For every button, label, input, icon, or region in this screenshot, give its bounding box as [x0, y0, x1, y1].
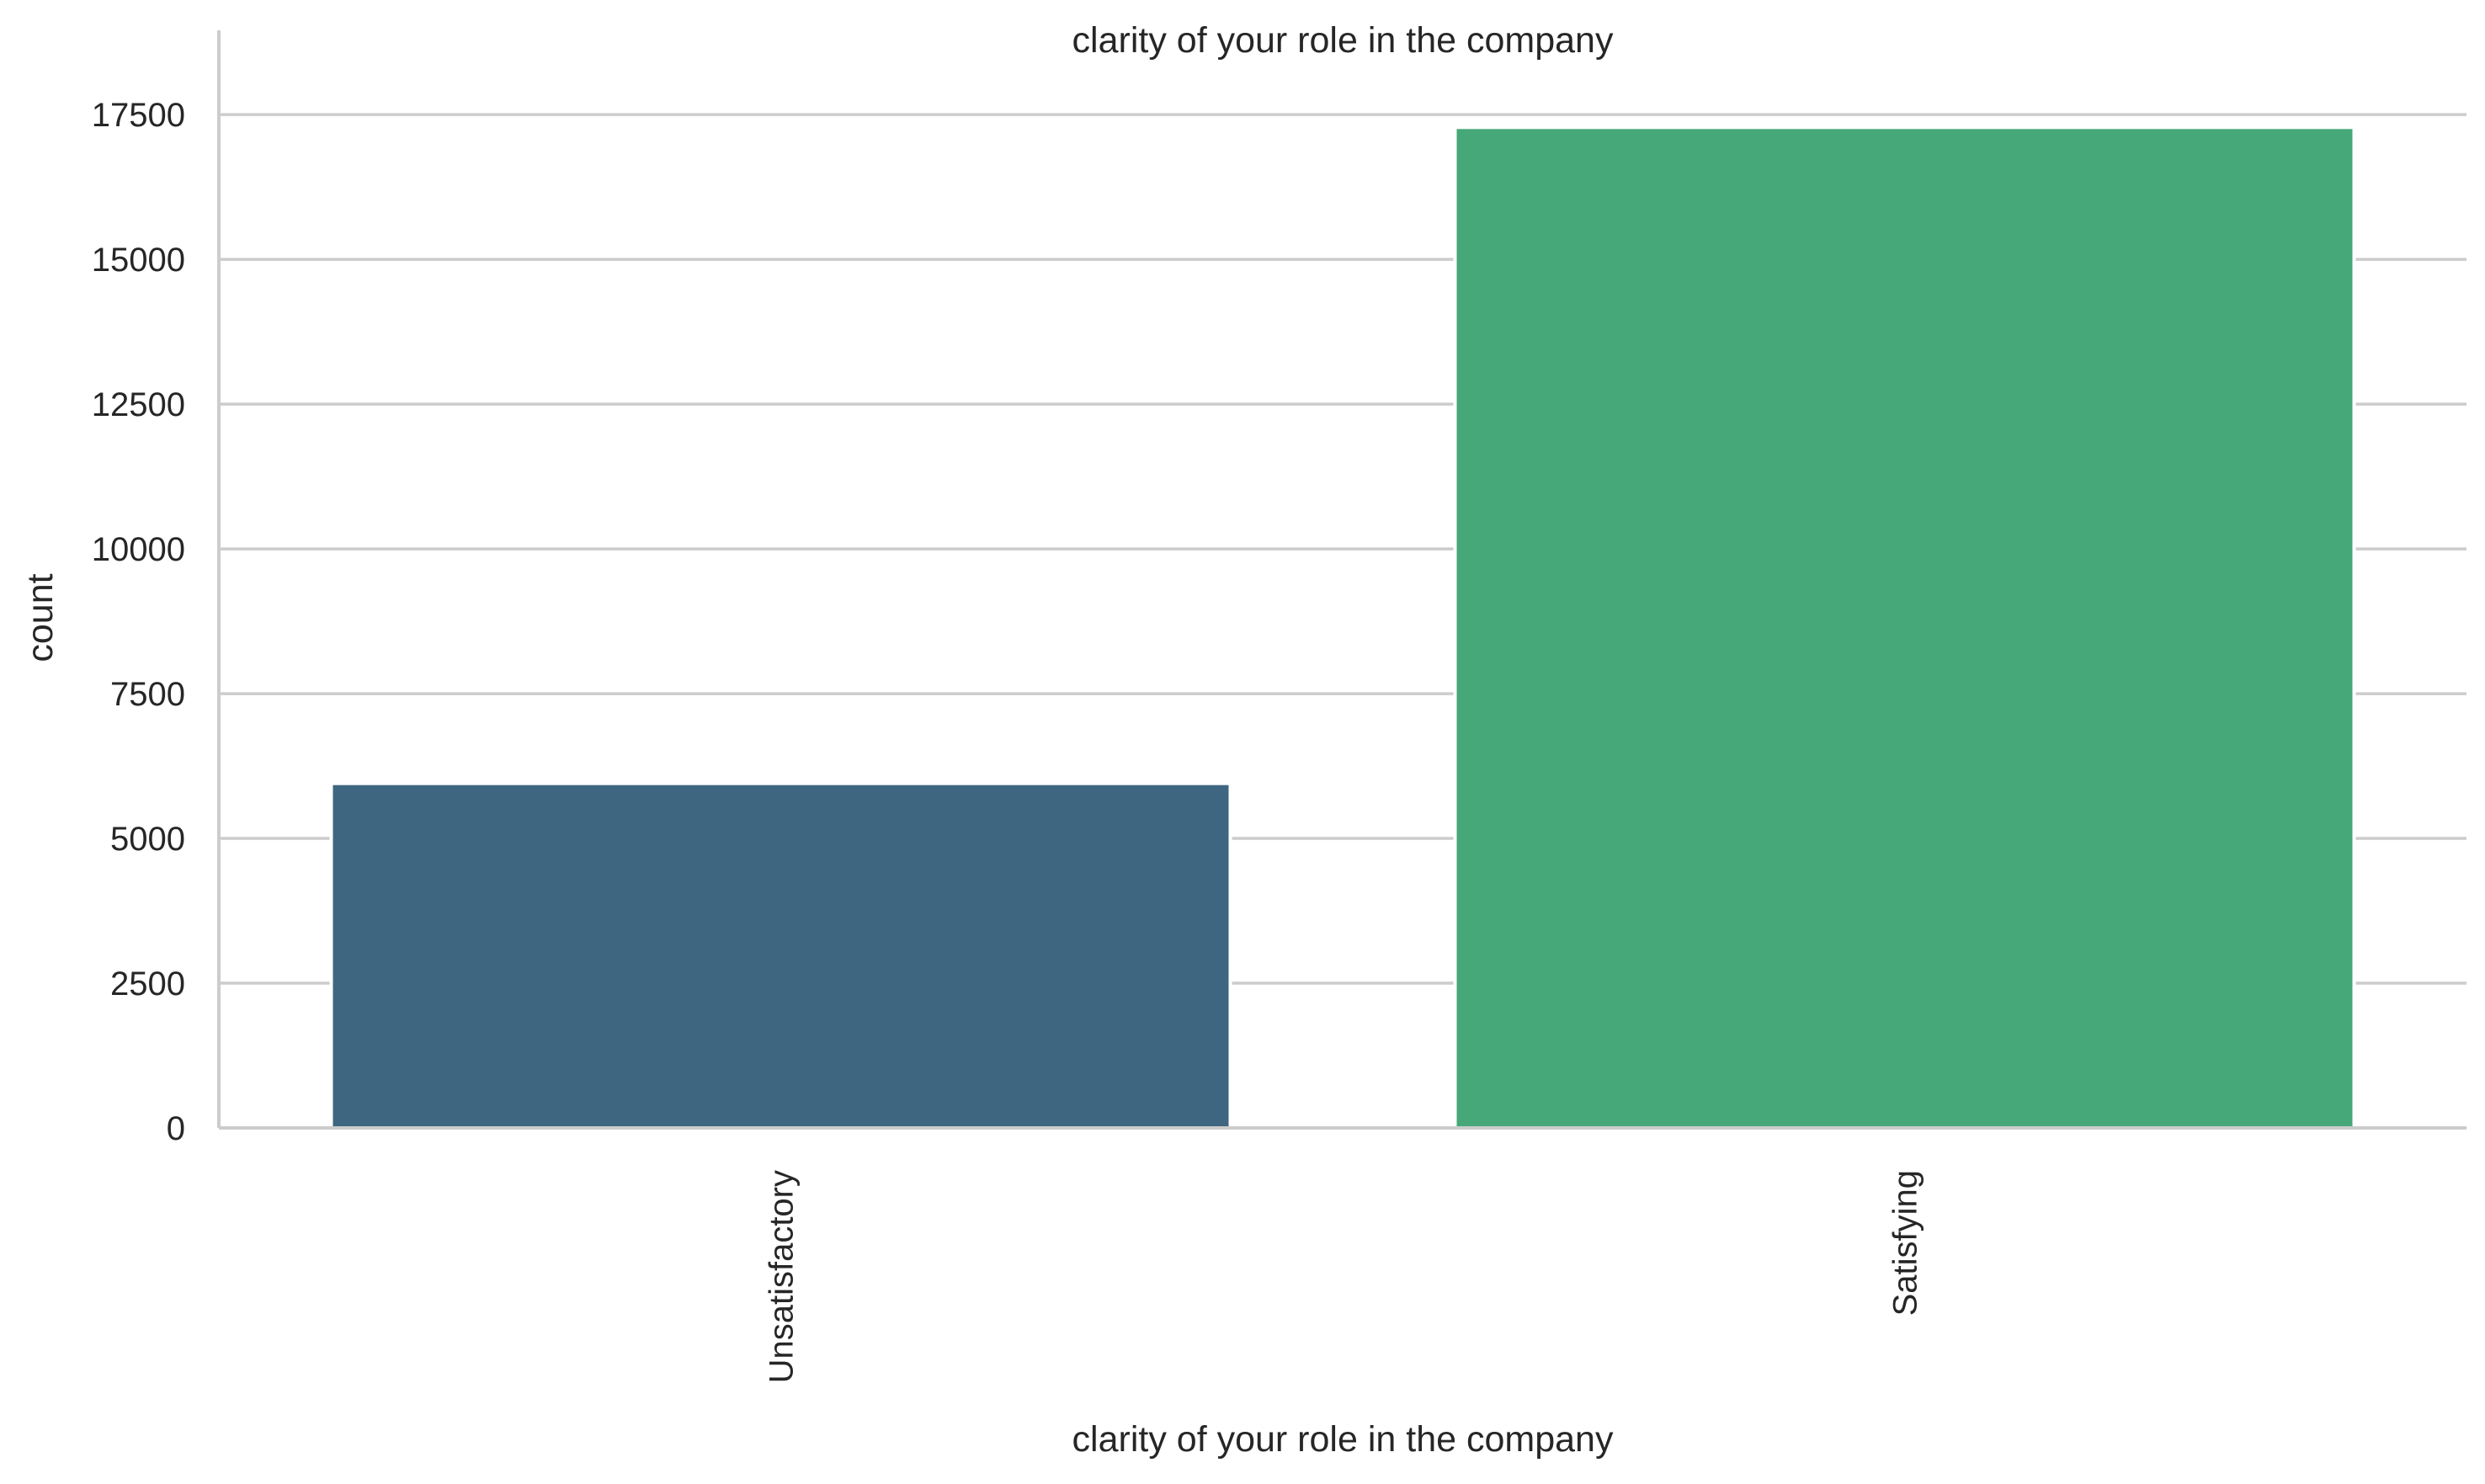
spine-layer: [217, 30, 2466, 1130]
y-tick-label: 0: [167, 1110, 185, 1147]
y-tick-label: 2500: [110, 965, 185, 1003]
y-tick-labels: 0 2500 5000 7500 10000 12500 15000 17500: [92, 97, 185, 1147]
y-axis-label: count: [20, 573, 61, 662]
bar-satisfying: [1453, 125, 2356, 1130]
x-tick-label: Unsatisfactory: [764, 1170, 801, 1383]
y-tick-label: 5000: [110, 821, 185, 858]
chart-title: clarity of your role in the company: [1072, 20, 1614, 61]
x-axis-label: clarity of your role in the company: [1072, 1419, 1614, 1460]
x-tick-label: Satisfying: [1887, 1170, 1924, 1316]
bar-layer: [329, 125, 2356, 1130]
y-tick-label: 17500: [92, 97, 185, 134]
y-tick-label: 7500: [110, 676, 185, 713]
y-tick-label: 12500: [92, 386, 185, 423]
y-tick-label: 10000: [92, 531, 185, 568]
x-tick-labels: Unsatisfactory Satisfying: [764, 1170, 1924, 1383]
bar-unsatisfactory: [329, 781, 1232, 1130]
y-tick-label: 15000: [92, 242, 185, 279]
